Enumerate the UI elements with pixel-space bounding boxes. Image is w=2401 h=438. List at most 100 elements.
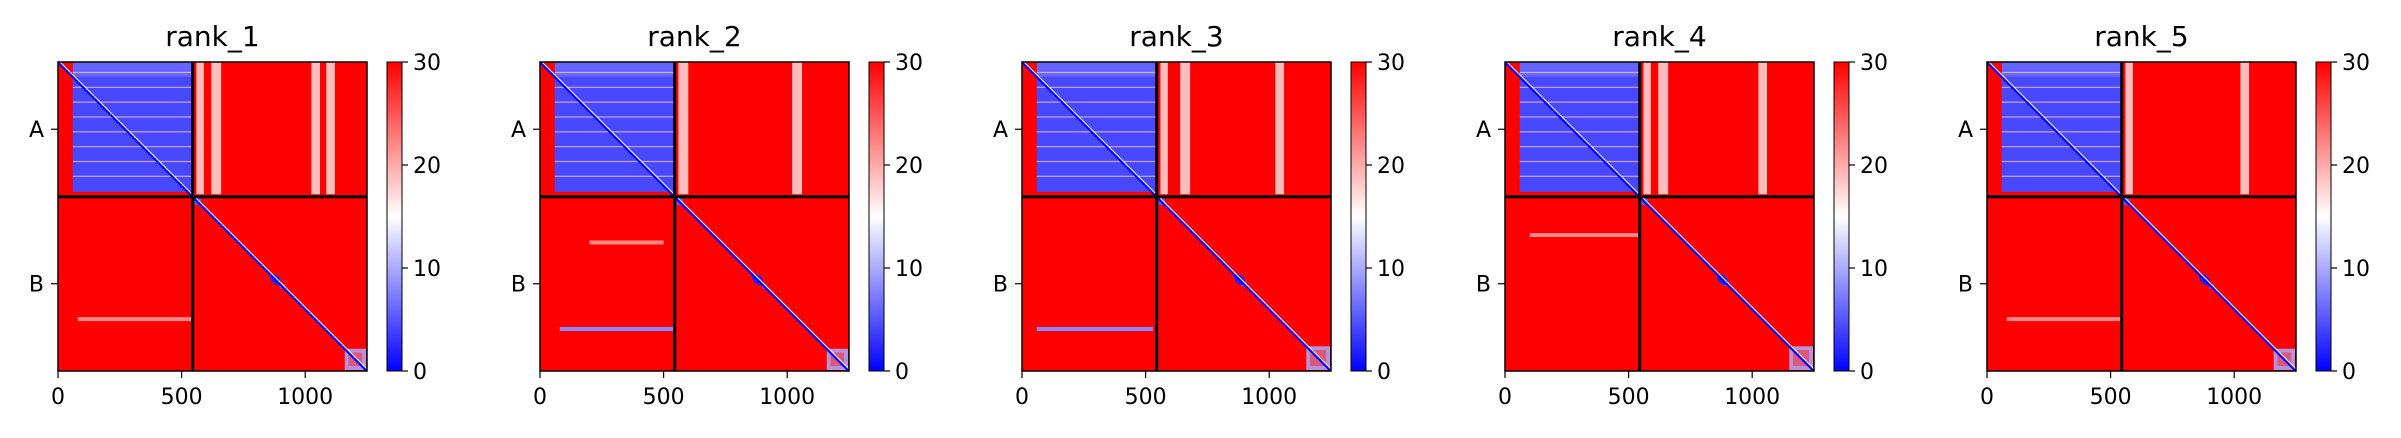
chain-a-stripe — [2001, 131, 2122, 133]
x-tick-label: 500 — [1608, 385, 1650, 410]
chain-a-open-column — [1180, 62, 1191, 195]
panel-title: rank_1 — [165, 20, 259, 53]
heatmap — [1505, 62, 1814, 371]
chain-a-stripe — [1519, 131, 1640, 133]
y-tick-label: B — [1476, 273, 1491, 298]
diagonal — [1987, 62, 2296, 371]
diagonal-halo — [1988, 62, 2296, 370]
y-tick-label: B — [1958, 273, 1973, 298]
chain-a-stripe — [554, 160, 675, 163]
chain-a-open-column — [792, 62, 803, 195]
diagonal-halo — [1506, 62, 1814, 370]
chain-a-stripe — [554, 146, 675, 148]
diagonal — [1022, 62, 1331, 371]
x-tick-label: 1000 — [2206, 385, 2262, 410]
chain-a-stripe — [2001, 86, 2122, 88]
chain-a-stripe — [554, 71, 675, 74]
x-tick-label: 1000 — [759, 385, 815, 410]
colorbar-tick-label: 10 — [895, 257, 923, 282]
heatmap-frame — [539, 61, 850, 372]
x-tick-label: 0 — [1980, 385, 1994, 410]
chain-a-stripe — [2001, 146, 2122, 148]
diagonal-halo — [541, 62, 849, 370]
colorbar-tick-label: 20 — [1377, 154, 1405, 179]
colorbar-tick-label: 10 — [1860, 257, 1888, 282]
colorbar — [386, 61, 403, 372]
chain-a-stripe — [72, 160, 193, 163]
x-tick-label: 500 — [161, 385, 203, 410]
y-tick-label: A — [993, 118, 1008, 143]
pae-panel-5: rank_5 0 500 1000 A B 0 10 20 30 — [1958, 20, 2370, 410]
chain-a-open-column — [1658, 62, 1669, 195]
colorbar-tick-label: 0 — [895, 360, 909, 385]
colorbar-tick-label: 30 — [2342, 51, 2370, 76]
pae-panel-2: rank_2 0 500 1000 A B 0 10 20 30 — [511, 20, 923, 410]
chain-a-stripe — [1036, 160, 1157, 163]
panel-title: rank_5 — [2094, 20, 2188, 53]
chain-a-open-column — [311, 62, 321, 195]
chain-a-open-column — [1643, 62, 1651, 195]
colorbar — [1833, 61, 1850, 372]
heatmap — [540, 62, 849, 371]
diagonal — [540, 62, 849, 371]
chain-a-open-column — [2125, 62, 2133, 195]
panel-title: rank_4 — [1612, 20, 1706, 53]
heatmap-frame — [1021, 61, 1332, 372]
colorbar-tick-label: 0 — [413, 360, 427, 385]
x-tick-label: 0 — [1498, 385, 1512, 410]
colorbar-tick-label: 30 — [1860, 51, 1888, 76]
chain-a-stripe — [1519, 86, 1640, 88]
colorbar-tick-label: 10 — [413, 257, 441, 282]
interchain-stripe — [77, 317, 192, 322]
chain-a-open-column — [211, 62, 222, 195]
chain-a-stripe — [1519, 146, 1640, 148]
x-tick-label: 0 — [533, 385, 547, 410]
chain-a-stripe — [72, 116, 193, 118]
colorbar-tick-label: 20 — [1860, 154, 1888, 179]
interchain-stripe — [2006, 317, 2121, 322]
y-tick-label: B — [993, 273, 1008, 298]
heatmap-frame — [1504, 61, 1815, 372]
chain-a-open-column — [1275, 62, 1285, 195]
colorbar-tick-label: 30 — [1377, 51, 1405, 76]
x-tick-label: 500 — [2090, 385, 2132, 410]
pae-panel-3: rank_3 0 500 1000 A B 0 10 20 30 — [993, 20, 1405, 410]
heatmap-frame — [57, 61, 368, 372]
chain-a-stripe — [554, 101, 675, 103]
x-tick-label: 1000 — [1241, 385, 1297, 410]
x-tick-label: 1000 — [277, 385, 333, 410]
colorbar-tick-label: 30 — [895, 51, 923, 76]
x-tick-label: 0 — [1015, 385, 1029, 410]
y-tick-label: A — [1476, 118, 1491, 143]
chain-a-stripe — [1519, 116, 1640, 118]
heatmap — [1987, 62, 2296, 371]
interchain-stripe — [1036, 326, 1154, 331]
chain-a-stripe — [72, 146, 193, 148]
x-tick-label: 500 — [1125, 385, 1167, 410]
x-tick-label: 500 — [643, 385, 685, 410]
chain-a-stripe — [1036, 71, 1157, 74]
chain-a-open-column — [1160, 62, 1168, 195]
colorbar-tick-label: 0 — [1860, 360, 1874, 385]
chain-a-stripe — [1036, 116, 1157, 118]
chain-a-stripe — [554, 175, 675, 177]
colorbar-tick-label: 20 — [895, 154, 923, 179]
colorbar — [2315, 61, 2332, 372]
panel-title: rank_3 — [1129, 20, 1223, 53]
chain-a-stripe — [1036, 146, 1157, 148]
x-tick-label: 1000 — [1724, 385, 1780, 410]
pae-panel-4: rank_4 0 500 1000 A B 0 10 20 30 — [1476, 20, 1888, 410]
colorbar-tick-label: 0 — [1377, 360, 1391, 385]
y-tick-label: A — [1958, 118, 1973, 143]
pae-panel-1: rank_1 0 500 1000 A B 0 10 20 30 — [29, 20, 441, 410]
heatmap — [58, 62, 367, 371]
chain-a-stripe — [2001, 160, 2122, 163]
chain-a-open-column — [2240, 62, 2250, 195]
chain-a-stripe — [554, 131, 675, 133]
chain-a-stripe — [1519, 175, 1640, 177]
colorbar-tick-label: 0 — [2342, 360, 2356, 385]
heatmap — [1022, 62, 1331, 371]
chain-a-open-column — [326, 62, 335, 195]
chain-a-stripe — [72, 86, 193, 88]
